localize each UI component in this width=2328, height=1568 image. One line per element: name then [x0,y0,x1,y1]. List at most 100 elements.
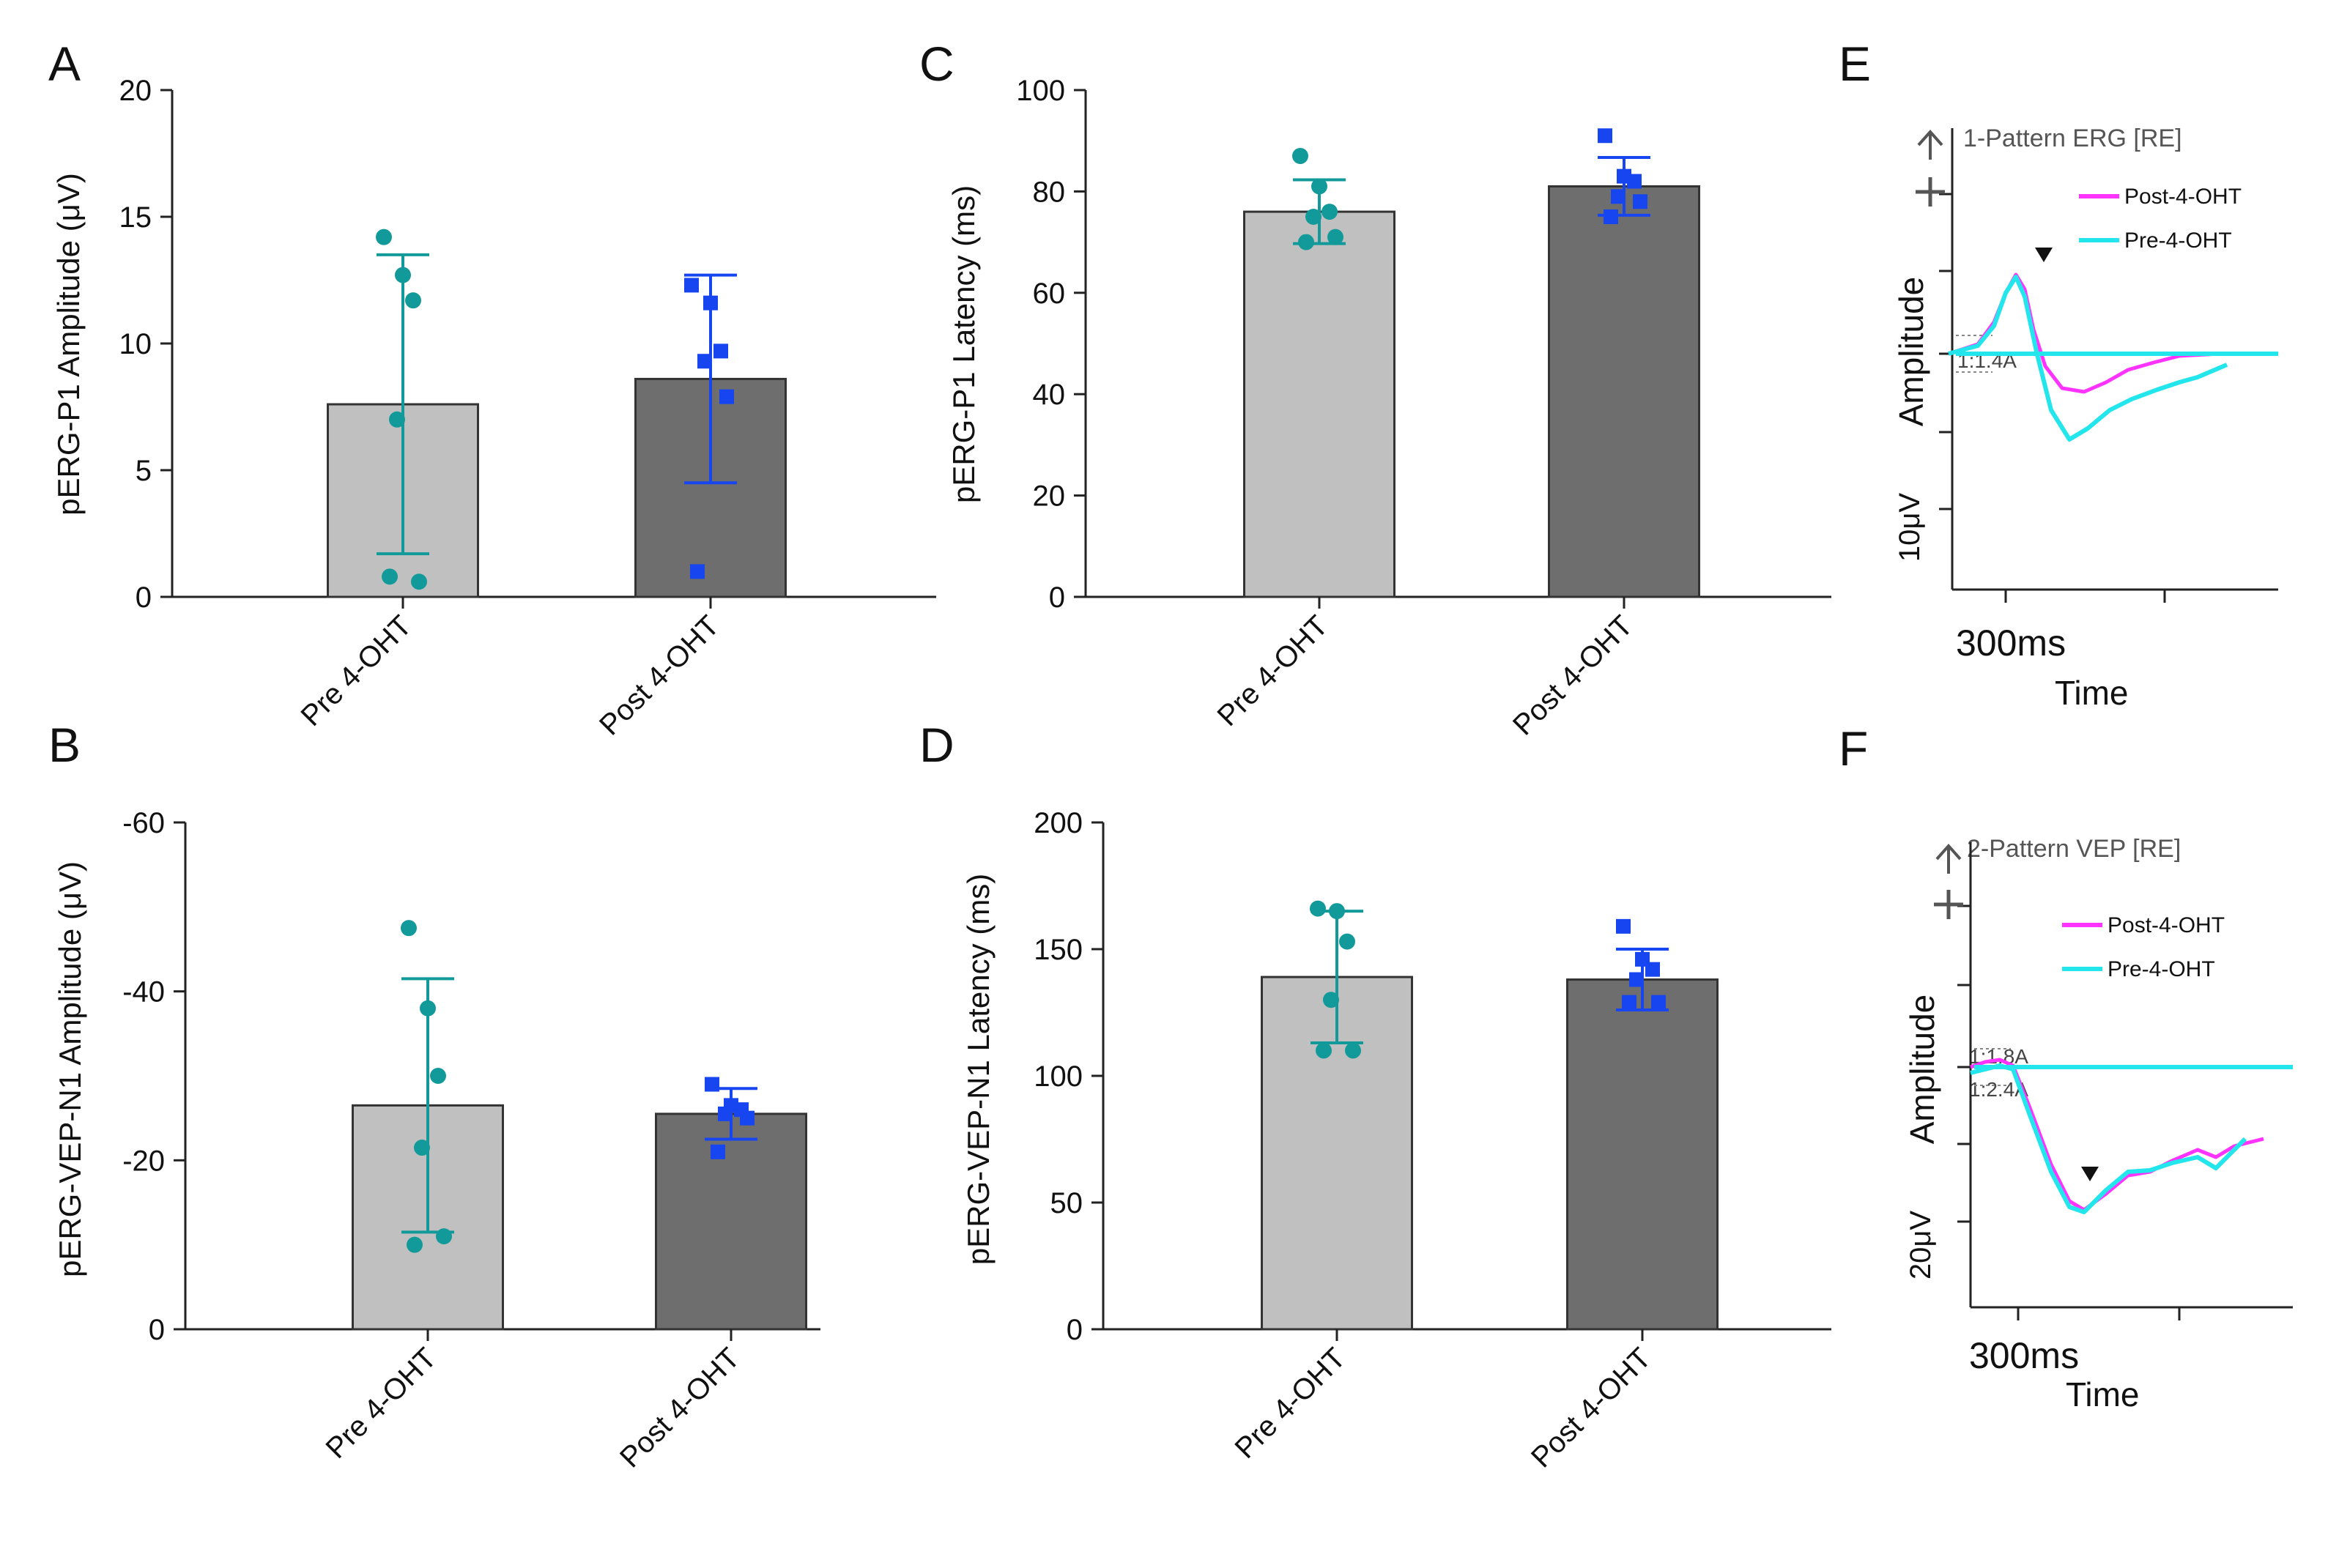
panel-c-y-axis-title: pERG-P1 Latency (ms) [946,185,981,503]
panel-e-legend-label: Pre-4-OHT [2124,228,2232,253]
panel-d-point-post [1616,918,1631,934]
panel-d-point-post [1651,995,1666,1010]
panel-c-point-pre [1327,228,1343,245]
panel-a: A pERG-P1 Amplitude (μV) 0 5 10 15 20 Pre 4-O… [48,37,936,742]
panel-c-bar-post [1548,185,1700,598]
panel-b-y-tick-label: 0 [149,1314,165,1346]
panel-c-point-post [1627,174,1642,189]
panel-c-y-tick-label: 20 [1033,480,1066,513]
panel-d-point-pre [1310,900,1326,917]
panel-c-point-pre [1298,234,1314,250]
panel-c-point-pre [1311,178,1327,195]
panel-b-point-pre [430,1068,446,1084]
panel-e-y-scale: 10μV [1894,493,1926,562]
panel-d-y-tick-label: 100 [1034,1060,1083,1093]
panel-a-point-post [684,278,699,293]
panel-a-point-post [690,564,705,579]
panel-b-point-pre [407,1236,423,1253]
panel-e: E 1-Pattern ERG [RE] Amplitude 10μV 300m… [1839,37,2278,712]
panel-a-y-tick-label: 5 [136,455,152,487]
panel-a-y-tick-label: 15 [119,201,152,234]
panel-c-point-post [1633,194,1647,209]
panel-d-point-post [1645,962,1660,977]
panel-b-point-post [718,1106,733,1121]
panel-a-y-axis-title: pERG-P1 Amplitude (μV) [51,173,86,516]
panel-e-trace-title: 1-Pattern ERG [RE] [1963,125,2182,152]
panel-a-point-post [713,343,728,359]
panel-a-category-label: Pre 4-OHT [295,609,418,732]
panel-a-point-pre [389,411,405,428]
panel-b-y-axis-title: pERG-VEP-N1 Amplitude (μV) [53,861,87,1277]
panel-d-y-tick-label: 0 [1067,1314,1083,1346]
panel-d: D pERG-VEP-N1 Latency (ms) 0 50 100 150 200 P… [919,718,1831,1474]
panel-c-point-post [1611,189,1625,204]
panel-b-letter: B [48,718,81,772]
panel-a-y-tick-label: 10 [119,328,152,360]
panel-c-point-pre [1292,147,1308,164]
panel-c-y-tick-label: 40 [1033,379,1066,411]
panel-a-y-tick-label: 20 [119,75,152,107]
panel-c-category-label: Post 4-OHT [1507,609,1639,741]
panel-e-trace-pre [1948,275,2228,442]
panel-d-point-pre [1339,933,1355,950]
panel-e-time-label: Time [2055,674,2129,712]
panel-d-point-pre [1323,992,1339,1008]
panel-a-point-pre [395,267,411,283]
panel-a-letter: A [48,37,81,91]
panel-d-y-axis-title: pERG-VEP-N1 Latency (ms) [961,874,996,1265]
panel-a-point-pre [405,292,421,309]
panel-f: F 2-Pattern VEP [RE] Amplitude 20μV 300m… [1839,721,2293,1413]
panel-e-legend-label: Post-4-OHT [2124,185,2242,209]
panel-c-y-tick-label: 80 [1033,176,1066,208]
panel-e-letter: E [1839,37,1871,91]
panel-a-y-tick-label: 0 [136,582,152,614]
panel-b-point-pre [420,1000,436,1017]
panel-c-point-pre [1305,209,1321,225]
panel-c: C pERG-P1 Latency (ms) 0 20 40 60 80 100 Pre 4… [919,37,1831,742]
panel-b: B pERG-VEP-N1 Amplitude (μV) 0 -20 -40 -60 P… [48,718,820,1474]
panel-e-amplitude-label: Amplitude [1892,277,1930,427]
panel-c-point-post [1604,209,1618,224]
panel-d-point-pre [1329,903,1345,920]
plus-icon [1916,177,1945,207]
panel-d-y-tick-label: 50 [1050,1187,1083,1219]
panel-c-point-pre [1321,204,1338,220]
panel-e-x-scale: 300ms [1956,623,2066,664]
panel-b-y-tick-label: -60 [122,807,165,839]
panel-d-point-pre [1316,1042,1332,1059]
panel-b-point-pre [436,1228,452,1245]
panel-d-bar-post [1566,978,1719,1331]
panel-d-category-label: Post 4-OHT [1525,1342,1657,1474]
panel-f-amplitude-label: Amplitude [1903,995,1941,1145]
panel-d-point-pre [1345,1042,1361,1059]
panel-b-point-post [711,1144,725,1159]
panel-b-point-post [705,1077,719,1092]
panel-b-y-tick-label: -20 [122,1145,165,1177]
panel-c-y-tick-label: 0 [1049,582,1065,614]
panel-f-letter: F [1839,721,1868,776]
panel-c-y-tick-label: 60 [1033,278,1066,310]
panel-b-category-label: Pre 4-OHT [320,1342,443,1465]
panel-f-y-scale: 20μV [1905,1211,1937,1280]
panel-a-point-post [703,295,718,311]
peak-marker-icon [2035,248,2053,262]
panel-d-letter: D [919,718,954,772]
panel-d-point-post [1622,995,1636,1010]
peak-marker-icon [2081,1167,2099,1181]
panel-f-legend-label: Post-4-OHT [2108,913,2225,937]
panel-f-x-scale: 300ms [1969,1335,2079,1376]
panel-b-point-pre [401,920,417,937]
panel-f-time-label: Time [2066,1375,2140,1413]
panel-a-point-pre [411,573,427,590]
panel-c-y-tick-label: 100 [1016,75,1065,107]
panel-f-legend-label: Pre-4-OHT [2108,957,2215,981]
up-arrow-icon [1917,129,1943,160]
panel-d-y-tick-label: 200 [1034,807,1083,839]
panel-a-point-post [719,389,734,404]
panel-c-letter: C [919,37,954,91]
panel-f-trace-title: 2-Pattern VEP [RE] [1967,835,2181,863]
panel-f-marker-bracket [1974,1048,2011,1086]
panel-c-bar-pre [1243,210,1395,598]
panel-b-point-post [740,1110,755,1126]
